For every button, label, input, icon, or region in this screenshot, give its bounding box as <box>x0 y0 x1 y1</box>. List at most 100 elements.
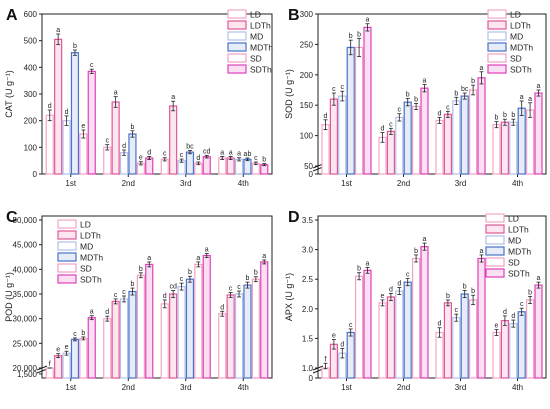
legend-label: MD <box>508 236 521 246</box>
bar <box>500 320 509 379</box>
legend-swatch <box>57 241 77 251</box>
significance-letter: f <box>325 356 327 363</box>
bar <box>321 367 330 379</box>
significance-letter: a <box>56 27 60 34</box>
significance-letter: b <box>414 248 418 255</box>
bar <box>500 121 509 175</box>
bar <box>386 296 395 379</box>
y-axis-label: CAT (U g⁻¹) <box>4 70 14 117</box>
legend-swatch <box>227 64 247 74</box>
x-tick-label: 2nd <box>122 383 135 392</box>
bar <box>355 275 364 379</box>
bar <box>145 263 154 379</box>
legend-swatch <box>485 213 505 223</box>
legend-label: MDTh <box>508 247 531 257</box>
bar <box>185 151 195 175</box>
bar <box>534 92 543 175</box>
bar <box>103 146 112 175</box>
bar <box>378 136 387 175</box>
significance-letter: b <box>463 283 467 290</box>
x-tick-label: 2nd <box>397 179 410 188</box>
bar <box>363 26 372 175</box>
significance-letter: c <box>122 289 126 296</box>
legend-swatch <box>485 224 505 234</box>
legend-swatch <box>57 252 77 262</box>
legend-swatch <box>485 257 505 267</box>
significance-letter: d <box>381 126 385 133</box>
legend-label: LD <box>250 10 261 20</box>
x-tick-label: 4th <box>512 383 523 392</box>
chart-panel-a: A 0 100 200 300 400 500 600 CAT (U g⁻¹) 1st d a d b e c… <box>4 7 273 188</box>
axis-break <box>312 365 324 371</box>
significance-letter: a <box>262 253 266 260</box>
significance-letter: b <box>130 281 134 288</box>
legend-label: MD <box>80 242 93 252</box>
significance-letter: bc <box>461 86 469 93</box>
significance-letter: a <box>480 65 484 72</box>
bar <box>492 331 501 379</box>
significance-letter: e <box>56 347 60 354</box>
bar <box>177 286 186 379</box>
bar <box>111 300 120 379</box>
y-tick-label: 1.0 <box>302 364 314 373</box>
significance-letter: e <box>65 344 69 351</box>
significance-letter: d <box>163 293 167 300</box>
significance-letter: b <box>454 90 458 97</box>
significance-letter: b <box>357 266 361 273</box>
bar <box>251 278 260 379</box>
bar <box>202 156 211 175</box>
y-tick-label: 2.0 <box>302 305 314 314</box>
significance-letter: a <box>480 248 484 255</box>
legend-swatch <box>57 219 77 229</box>
y-tick-label: 600 <box>24 10 38 19</box>
significance-letter: c <box>254 155 258 162</box>
x-tick-label: 1st <box>65 383 76 392</box>
bar <box>160 303 169 379</box>
significance-letter: d <box>324 113 328 120</box>
significance-letter: d <box>511 313 515 320</box>
panel-letter: B <box>288 7 300 24</box>
bar <box>260 261 269 379</box>
legend-swatch <box>485 246 505 256</box>
y-tick-label: 45,000 <box>13 241 38 250</box>
bar <box>525 299 535 379</box>
plot-frame <box>41 215 273 379</box>
y-tick-label: 500 <box>24 37 38 46</box>
y-tick-label: 300 <box>300 10 314 19</box>
y-tick-label: 50 <box>304 162 313 171</box>
bar <box>136 274 145 379</box>
y-tick-label: 400 <box>24 63 38 72</box>
significance-letter: b <box>262 157 266 164</box>
bar <box>460 95 469 175</box>
significance-letter: b <box>471 288 475 295</box>
bar <box>70 338 80 379</box>
bar <box>412 105 421 175</box>
significance-letter: a <box>147 255 151 262</box>
y-tick-label: 3.5 <box>302 216 314 225</box>
significance-letter: a <box>537 275 541 282</box>
significance-letter: ab <box>244 151 252 158</box>
significance-letter: e <box>81 123 85 130</box>
legend-swatch <box>487 64 507 74</box>
legend-label: SD <box>250 54 262 64</box>
y-tick-label: 1.5 <box>302 334 314 343</box>
significance-letter: e <box>332 333 336 340</box>
x-tick-label: 4th <box>512 179 523 188</box>
bar <box>145 157 154 175</box>
significance-letter: a <box>520 94 524 101</box>
significance-letter: b <box>254 270 258 277</box>
bar <box>194 263 203 379</box>
bar <box>169 105 178 175</box>
bar <box>45 114 54 175</box>
y-tick-label: 300 <box>24 90 38 99</box>
bar <box>534 284 543 379</box>
bar <box>243 158 252 175</box>
legend-label: MD <box>510 32 523 42</box>
significance-letter: a <box>229 149 233 156</box>
bar <box>509 121 518 175</box>
significance-letter: a <box>90 309 94 316</box>
y-axis-label: POD (U g⁻¹) <box>4 272 14 322</box>
